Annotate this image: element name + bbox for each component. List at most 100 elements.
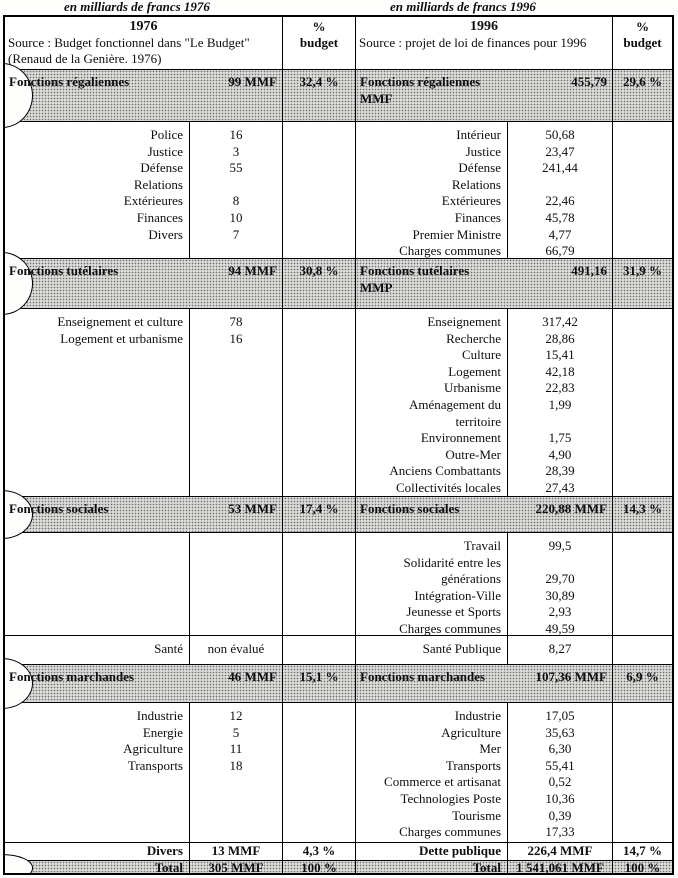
band-unit: MMP: [360, 280, 393, 295]
detail-label: Industrie: [454, 708, 501, 723]
header-cell-1996: 1996 Source : projet de loi de finances …: [356, 17, 613, 69]
detail-value: 5: [232, 724, 240, 740]
empty-cell: [283, 636, 356, 664]
pct-symbol: %: [636, 19, 649, 34]
detail-value: 28,86: [545, 330, 575, 346]
detail-label: Agriculture: [441, 724, 501, 740]
pct-symbol: %: [312, 19, 326, 34]
total-pct-1976: 100 %: [283, 861, 356, 873]
details-labels-1996: Travail Solidarité entre les générations In…: [356, 533, 508, 636]
detail-label: Divers: [148, 226, 183, 242]
band-value: 107,36 MMF: [535, 669, 607, 684]
section-band-regaliennes: Fonctions régaliennes 99 MMF 32,4 % Fonct…: [5, 63, 672, 128]
top-captions: en milliards de francs 1976 en milliards…: [0, 0, 678, 15]
detail-value: 317,42: [542, 314, 578, 329]
band-regaliennes-pct-1996: 29,6 %: [623, 74, 662, 89]
detail-value: 27,43: [545, 479, 575, 495]
empty-cell: [613, 703, 672, 842]
caption-francs-1976: en milliards de francs 1976: [64, 0, 210, 14]
detail-value: 35,63: [545, 724, 575, 740]
details-values-1996: 50,68 23,47 241,44 22,46 45,78 4,77 66,79: [508, 122, 613, 258]
detail-label: Collectivités locales: [395, 479, 501, 495]
details-values-1976: 78 16: [190, 309, 283, 496]
detail-label: Défense: [140, 160, 183, 176]
detail-value: 10,36: [545, 790, 575, 806]
detail-value: 12: [229, 708, 243, 723]
band-label: Fonctions tutélaires: [9, 263, 119, 278]
detail-label: Transports: [127, 757, 183, 773]
detail-label: territoire: [455, 413, 501, 429]
detail-label: Défense: [458, 160, 501, 176]
band-sociales-1976: Fonctions sociales 53 MMF: [5, 497, 283, 532]
detail-value: 29,70: [545, 571, 575, 587]
divers-pct-1976: 4,3 %: [283, 843, 356, 860]
band-label: Fonctions régaliennes: [360, 74, 481, 89]
detail-label: Extérieures: [123, 193, 183, 209]
detail-label: Recherche: [446, 330, 501, 346]
header-cell-pct-1976: % budget: [283, 17, 356, 69]
band-regaliennes-1976: Fonctions régaliennes 99 MMF: [5, 70, 283, 121]
band-value: 220,88 MMF: [535, 501, 607, 516]
sante-label-1976: Santé: [5, 636, 190, 664]
detail-value: 6,30: [548, 741, 572, 757]
detail-value: 22,83: [545, 380, 575, 396]
sante-value-1976: non évalué: [190, 636, 283, 664]
detail-value: 0,39: [548, 807, 572, 823]
band-label: Fonctions régaliennes: [9, 74, 130, 89]
band-value: 53 MMF: [228, 501, 277, 516]
sante-label-1996: Santé Publique: [356, 636, 508, 664]
section-band-marchandes: Fonctions marchandes 46 MMF 15,1 % Foncti…: [5, 658, 672, 709]
row-total: Total 305 MMF 100 % Total 1 541,061 MMF …: [5, 854, 672, 873]
detail-value: 17,05: [545, 708, 575, 723]
header-cell-1976: 1976 Source : Budget fonctionnel dans "L…: [5, 17, 283, 69]
detail-value: 23,47: [545, 143, 575, 159]
detail-value: 22,46: [545, 193, 575, 209]
table-header-row: 1976 Source : Budget fonctionnel dans "L…: [5, 17, 672, 70]
dette-label-1996: Dette publique: [356, 843, 508, 860]
header-cell-pct-1996: % budget: [613, 17, 672, 69]
detail-label: Charges communes: [399, 824, 501, 840]
band-marchandes-1976: Fonctions marchandes 46 MMF: [5, 665, 283, 702]
empty-cell: [283, 122, 356, 258]
sante-value-1996: 8,27: [508, 636, 613, 664]
detail-value: 241,44: [542, 160, 578, 176]
detail-label: Police: [150, 127, 184, 142]
detail-value: 16: [229, 127, 243, 142]
detail-label: Logement et urbanisme: [60, 330, 183, 346]
band-label: Fonctions marchandes: [9, 669, 135, 684]
band-sociales-1996: Fonctions sociales 220,88 MMF: [356, 497, 613, 532]
empty-cell: [613, 309, 672, 496]
detail-label: Enseignement: [427, 314, 501, 329]
detail-label: Intégration-Ville: [414, 587, 501, 603]
divers-label-1976: Divers: [5, 843, 190, 860]
detail-value: 30,89: [545, 587, 575, 603]
section-band-sociales: Fonctions sociales 53 MMF 17,4 % Fonction…: [5, 490, 672, 539]
details-marchandes: Industrie Energie Agriculture Transports 12…: [5, 703, 672, 843]
header-source-1976-line1: Source : Budget fonctionnel dans "Le Bud…: [8, 35, 250, 50]
detail-label: Industrie: [136, 708, 183, 723]
details-tutelaires: Enseignement et culture Logement et urban…: [5, 309, 672, 497]
details-sociales: Travail Solidarité entre les générations In…: [5, 533, 672, 636]
detail-label: Tourisme: [452, 807, 501, 823]
detail-value: 0,52: [548, 774, 572, 790]
detail-value: 15,41: [545, 347, 575, 363]
detail-label: Finances: [454, 209, 501, 225]
details-values-1976: 16 3 55 8 10 7: [190, 122, 283, 258]
details-labels-1996: Intérieur Justice Défense Relations Extérieu…: [356, 122, 508, 258]
empty-cell: [613, 533, 672, 635]
band-label: Fonctions tutélaires: [360, 263, 470, 278]
detail-value: 8: [232, 193, 240, 209]
detail-label: Relations: [451, 176, 501, 192]
detail-label: Environnement: [420, 430, 501, 446]
empty-cell: [283, 703, 356, 842]
band-marchandes-pct-1976: 15,1 %: [283, 665, 356, 702]
detail-value: 28,39: [545, 463, 575, 479]
details-regaliennes: Police Justice Défense Relations Extérieures…: [5, 122, 672, 259]
detail-label: Charges communes: [399, 620, 501, 636]
row-divers-dette: Divers 13 MMF 4,3 % Dette publique 226,4…: [5, 843, 672, 861]
details-values-1976: 12 5 11 18: [190, 703, 283, 842]
detail-value: 45,78: [545, 209, 575, 225]
details-labels-1976: Industrie Energie Agriculture Transports: [5, 703, 190, 842]
details-values-1996: 17,05 35,63 6,30 55,41 0,52 10,36 0,39 17,33: [508, 703, 613, 842]
